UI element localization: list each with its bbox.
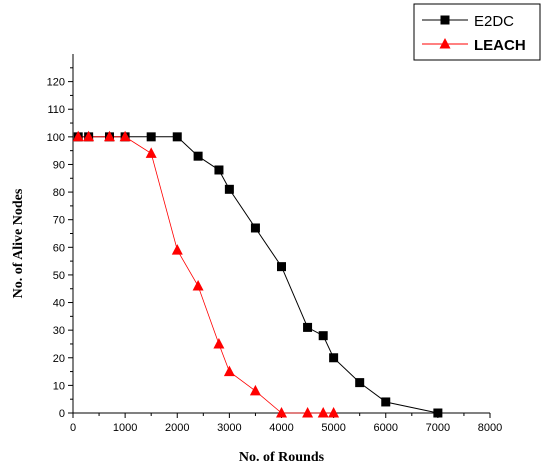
data-point-leach [72,130,84,142]
data-point-e2dc [146,132,156,142]
data-point-leach [83,130,95,142]
data-point-leach [302,407,314,418]
data-point-e2dc [355,378,365,388]
y-tick-label: 100 [47,132,65,144]
y-tick-label: 70 [53,215,65,227]
data-point-e2dc [433,408,443,418]
y-axis-title: No. of Alive Nodes [11,188,26,298]
data-point-e2dc [193,151,203,161]
y-tick-label: 90 [53,159,65,171]
data-point-e2dc [318,331,328,341]
data-point-e2dc [303,322,313,332]
data-point-leach [223,365,235,377]
data-point-e2dc [277,262,286,272]
x-tick-label: 5000 [321,422,345,434]
x-axis-title: No. of Rounds [239,450,325,465]
x-tick-label: 4000 [269,422,293,434]
data-point-e2dc [250,223,260,233]
x-tick-label: 0 [70,422,76,434]
y-tick-label: 20 [53,353,65,365]
data-point-e2dc [214,165,224,175]
legend-box [413,3,541,61]
y-tick-label: 30 [53,325,65,337]
data-point-leach [276,407,287,418]
data-point-leach [328,407,340,418]
data-point-leach [104,130,115,142]
data-point-e2dc [224,184,234,194]
legend-marker-e2dc [440,15,450,25]
y-tick-label: 120 [47,77,65,89]
series-lines [78,136,439,414]
data-point-e2dc [329,353,339,363]
x-tick-label: 1000 [113,422,137,434]
series-markers [72,130,443,418]
data-point-leach [213,338,225,349]
y-tick-label: 110 [47,104,65,116]
x-tick-label: 7000 [426,422,450,434]
y-tick-label: 50 [53,270,65,282]
axes: 0 1000 2000 3000 4000 5000 6000 7000 8000 0 10 20 30… [47,54,502,434]
x-tick-label: 6000 [374,422,398,434]
series-line-leach [78,136,334,414]
data-point-leach [119,130,131,142]
legend-label-leach: LEACH [474,37,526,54]
legend-marker-leach [439,38,451,49]
x-tick-label: 8000 [478,422,502,434]
data-point-leach [171,244,183,255]
y-tick-label: 0 [59,408,65,420]
data-point-leach [145,147,157,158]
data-point-e2dc [381,397,391,407]
y-tick-label: 60 [53,242,65,254]
legend: E2DC LEACH [413,3,541,61]
data-point-leach [192,280,204,291]
y-tick-label: 80 [53,187,65,199]
y-tick-label: 40 [53,298,65,310]
x-tick-label: 2000 [165,422,189,434]
data-point-leach [249,384,261,396]
y-tick-label: 10 [53,380,65,392]
data-point-leach [317,407,329,418]
data-point-e2dc [172,132,182,142]
x-tick-label: 3000 [217,422,241,434]
legend-label-e2dc: E2DC [474,13,514,30]
series-line-e2dc [78,136,439,414]
